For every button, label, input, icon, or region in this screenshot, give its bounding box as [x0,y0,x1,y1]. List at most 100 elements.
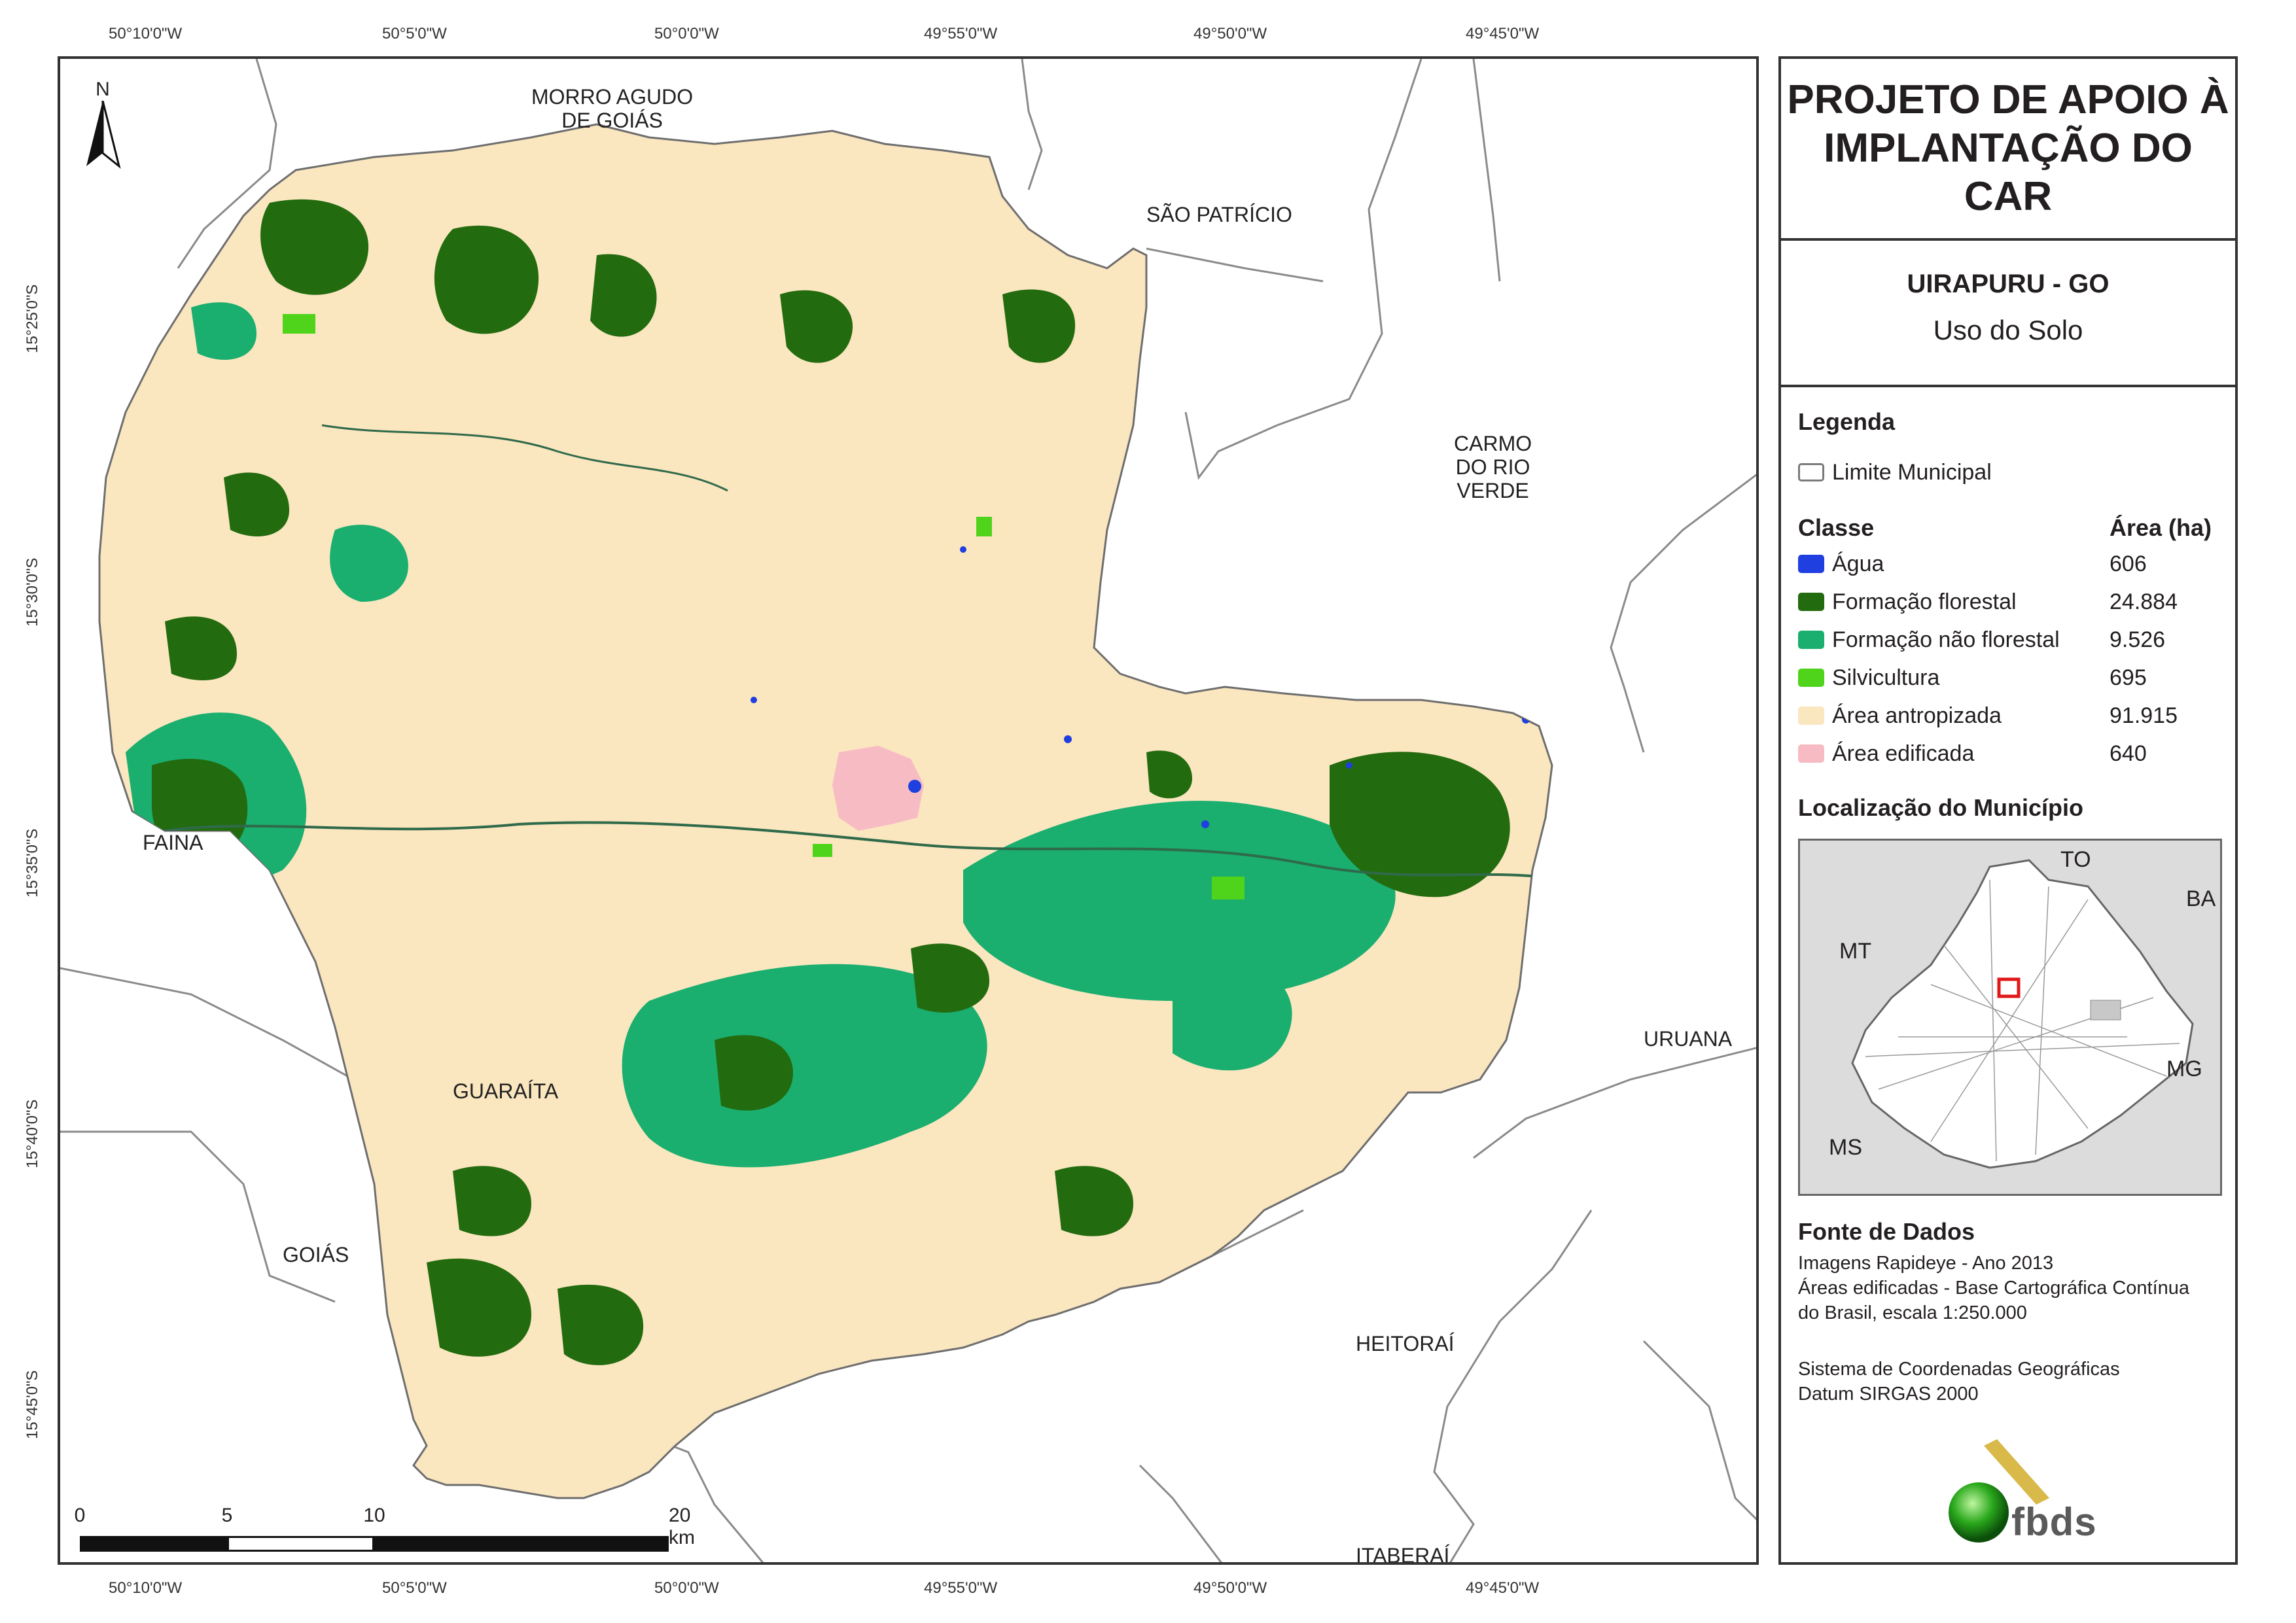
fbds-logo-icon [1949,1439,2049,1543]
legend-row-area-antropizada: Área antropizada 91.915 [1798,700,2217,731]
formacao-florestal-swatch [1798,593,1824,611]
place-guaraita: GUARAÍTA [453,1079,559,1103]
map-frame[interactable]: N MORRO AGUDO DE GOIÁS SÃO PATRÍCIO CARM… [58,56,1759,1565]
class-area: 695 [2110,665,2147,690]
legend-row-agua: Água 606 [1798,548,2217,580]
place-morro-agudo: MORRO AGUDO DE GOIÁS [531,85,693,132]
inset-label-ms: MS [1829,1135,1862,1160]
place-carmo-line1: CARMO [1454,432,1532,455]
municipality-area [98,123,1553,1499]
scale-segment [372,1538,667,1550]
inset-label-mt: MT [1839,939,1872,964]
legend-row-formacao-florestal: Formação florestal 24.884 [1798,586,2217,618]
north-arrow: N [80,79,126,170]
area-header: Área (ha) [2110,514,2212,541]
limite-swatch [1798,463,1824,481]
coord-top-2: 50°5'0"W [382,25,447,43]
coord-left-5: 15°45'0"S [24,1370,41,1439]
coord-bottom-5: 49°50'0"W [1193,1579,1267,1597]
coord-top-1: 50°10'0"W [109,25,183,43]
north-label: N [96,79,110,100]
scale-label-0: 0 [74,1505,86,1526]
legend-row-formacao-nao-florestal: Formação não florestal 9.526 [1798,624,2217,655]
fonte-block: Imagens Rapideye - Ano 2013 Áreas edific… [1798,1251,2189,1325]
fonte-line: Imagens Rapideye - Ano 2013 [1798,1253,2054,1274]
class-label: Área edificada [1832,741,1975,766]
area-antropizada-swatch [1798,707,1824,725]
place-morro-agudo-line1: MORRO AGUDO [531,85,694,109]
inset-canvas [1851,859,2194,1169]
place-carmo-line3: VERDE [1457,479,1529,502]
sistema-line: Datum SIRGAS 2000 [1798,1384,1979,1405]
class-area: 91.915 [2110,703,2178,728]
fonte-heading: Fonte de Dados [1798,1218,1975,1245]
scale-segment [82,1538,229,1550]
fonte-line: do Brasil, escala 1:250.000 [1798,1302,2027,1323]
coord-left-2: 15°30'0"S [24,557,41,627]
area-edificada-swatch [1798,744,1824,763]
coord-top-6: 49°45'0"W [1466,25,1540,43]
class-header: Classe [1798,514,1875,541]
coord-bottom-1: 50°10'0"W [109,1579,183,1597]
class-area: 9.526 [2110,627,2166,652]
coord-bottom-3: 50°0'0"W [654,1579,719,1597]
legend-heading: Legenda [1798,408,1896,435]
coord-bottom-2: 50°5'0"W [382,1579,447,1597]
class-label: Formação florestal [1832,589,2017,614]
fbds-logo-text: fbds [2011,1500,2097,1544]
title-line1: PROJETO DE APOIO À [1787,77,2229,122]
class-label: Água [1832,551,1884,576]
fbds-logo: fbds [1938,1439,2134,1544]
legend-row-area-edificada: Área edificada 640 [1798,738,2217,769]
place-uruana: URUANA [1644,1027,1733,1051]
inset-label-to: TO [2060,847,2091,872]
legend-row-silvicultura: Silvicultura 695 [1798,662,2217,693]
municipality-name: UIRAPURU - GO [1907,270,2110,298]
place-heitorai: HEITORAÍ [1356,1332,1455,1355]
scale-track [80,1536,669,1552]
localizacao-heading: Localização do Município [1798,794,2084,821]
place-sao-patricio: SÃO PATRÍCIO [1146,203,1292,226]
scale-label-10: 10 [363,1505,385,1526]
scale-label-20km: 20 km [669,1505,696,1548]
scale-label-5: 5 [221,1505,233,1526]
sistema-block: Sistema de Coordenadas Geográficas Datum… [1798,1357,2120,1406]
class-area: 640 [2110,741,2147,766]
legend-panel: PROJETO DE APOIO À IMPLANTAÇÃO DO CAR UI… [1778,56,2238,1565]
legend-limite-municipal: Limite Municipal [1798,457,2217,488]
scale-bar: 0 5 10 20 km [75,1505,701,1557]
class-area: 24.884 [2110,589,2178,614]
map-canvas[interactable] [60,59,1759,1565]
place-goias: GOIÁS [283,1243,349,1266]
place-morro-agudo-line2: DE GOIÁS [561,109,663,132]
location-inset-map[interactable]: TO BA MT MG MS [1798,839,2222,1196]
place-carmo-line2: DO RIO [1455,455,1530,479]
place-carmo-do-rio-verde: CARMO DO RIO VERDE [1454,432,1532,502]
title-line2: IMPLANTAÇÃO DO CAR [1824,126,2193,219]
title-section: PROJETO DE APOIO À IMPLANTAÇÃO DO CAR [1781,59,2235,241]
map-subtitle: Uso do Solo [1933,315,2083,345]
coord-left-3: 15°35'0"S [24,828,41,898]
class-label: Silvicultura [1832,665,1940,690]
agua-swatch [1798,555,1824,573]
fonte-line: Áreas edificadas - Base Cartográfica Con… [1798,1278,2190,1299]
class-label: Área antropizada [1832,703,2002,728]
limite-label: Limite Municipal [1832,459,1992,485]
sistema-line: Sistema de Coordenadas Geográficas [1798,1359,2120,1380]
north-arrow-icon [86,101,121,169]
coord-top-5: 49°50'0"W [1193,25,1267,43]
coord-bottom-6: 49°45'0"W [1466,1579,1540,1597]
class-label: Formação não florestal [1832,627,2060,652]
class-area: 606 [2110,551,2147,576]
formacao-nao-florestal-swatch [1798,631,1824,649]
municipality-section: UIRAPURU - GO Uso do Solo [1781,241,2235,387]
inset-label-ba: BA [2186,886,2216,911]
coord-bottom-4: 49°55'0"W [924,1579,998,1597]
coord-left-4: 15°40'0"S [24,1099,41,1168]
scale-segment [229,1538,372,1550]
inset-label-mg: MG [2166,1056,2202,1081]
coord-top-4: 49°55'0"W [924,25,998,43]
silvicultura-swatch [1798,669,1824,687]
coord-top-3: 50°0'0"W [654,25,719,43]
place-faina: FAINA [143,831,203,854]
